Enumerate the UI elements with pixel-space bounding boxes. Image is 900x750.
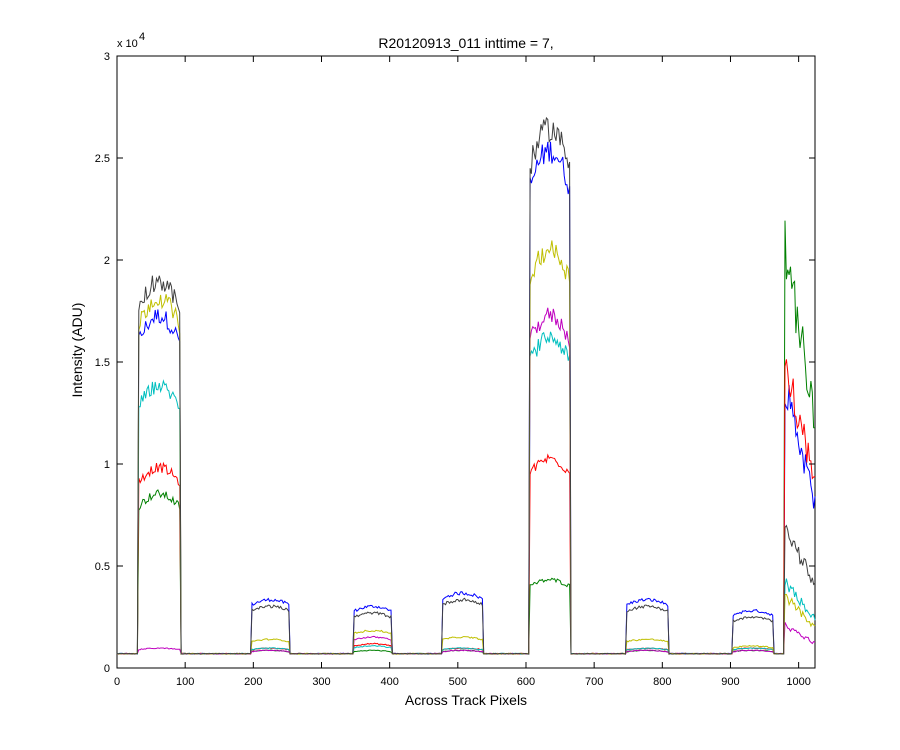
- x-tick-label: 900: [721, 676, 739, 688]
- y-tick-label: 2.5: [95, 153, 110, 165]
- x-tick-label: 0: [114, 676, 120, 688]
- plot-area: [116, 55, 816, 669]
- y-tick-label: 1: [104, 459, 110, 471]
- x-tick-label: 500: [449, 676, 467, 688]
- x-tick-label: 1000: [786, 676, 810, 688]
- series-line-7: [116, 116, 816, 655]
- y-tick-label: 2: [104, 255, 110, 267]
- y-tick-label: 1.5: [95, 357, 110, 369]
- x-tick-label: 400: [380, 676, 398, 688]
- chart-title: R20120913_011 inttime = 7,: [378, 35, 553, 51]
- x-tick-label: 800: [653, 676, 671, 688]
- x-tick-label: 100: [176, 676, 194, 688]
- x-tick-label: 300: [312, 676, 330, 688]
- x-axis-label: Across Track Pixels: [405, 692, 527, 708]
- y-exponent-label: x 10: [117, 38, 138, 50]
- y-axis-ticks: 0 0.5 1 1.5 2 2.5 3: [95, 51, 815, 675]
- series-layer: [116, 116, 816, 655]
- y-tick-label: 0: [104, 663, 110, 675]
- x-axis-ticks: 0 100 200 300 400 500 600 700 800 900 1000: [114, 56, 811, 688]
- x-tick-label: 700: [585, 676, 603, 688]
- x-tick-label: 200: [244, 676, 262, 688]
- y-axis-label: Intensity (ADU): [69, 303, 85, 398]
- y-tick-label: 0.5: [95, 561, 110, 573]
- y-exponent-power: 4: [139, 31, 145, 43]
- x-tick-label: 600: [517, 676, 535, 688]
- y-tick-label: 3: [104, 51, 110, 63]
